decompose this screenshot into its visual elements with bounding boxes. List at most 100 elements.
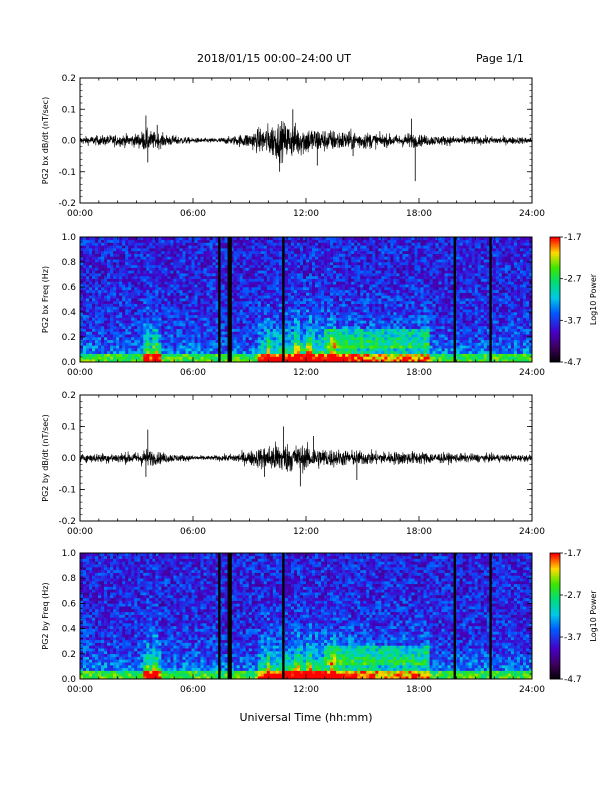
p2-cell xyxy=(284,317,289,321)
p2-cell xyxy=(113,334,117,338)
p2-cell xyxy=(116,298,120,302)
p2-cell xyxy=(215,331,219,335)
p2-cell xyxy=(185,237,189,241)
p2-cell xyxy=(393,262,397,266)
p2-cell xyxy=(263,239,268,243)
p2-cell xyxy=(224,300,228,304)
p2-cell xyxy=(143,289,147,293)
p2-cell xyxy=(390,359,394,363)
p2-cell xyxy=(269,267,274,271)
p2-cell xyxy=(242,323,247,327)
p2-cell xyxy=(375,309,379,313)
p2-cell xyxy=(272,309,277,313)
p2-cell xyxy=(146,317,150,321)
p2-cell xyxy=(345,275,349,279)
p2-cell xyxy=(381,259,385,263)
p2-cell xyxy=(387,270,391,274)
p2-cell xyxy=(203,348,207,352)
p2-cell xyxy=(351,275,355,279)
p2-cell xyxy=(296,334,301,338)
p2-cell xyxy=(372,287,376,291)
p2-cell xyxy=(92,348,96,352)
p2-cell xyxy=(339,253,343,257)
p2-cell xyxy=(266,339,271,343)
p2-cell xyxy=(269,337,274,341)
p2-cell xyxy=(179,323,183,327)
p2-cell xyxy=(312,345,316,349)
p2-cell xyxy=(251,259,256,263)
p2-cell xyxy=(197,248,201,252)
p2-cell xyxy=(330,300,334,304)
p2-cell xyxy=(185,350,189,354)
p2-cell xyxy=(197,339,201,343)
p2-cell xyxy=(369,273,373,277)
p2-cell xyxy=(239,287,244,291)
p2-cell xyxy=(321,287,325,291)
p2-cell xyxy=(272,337,277,341)
p2-cell xyxy=(387,328,391,332)
p2-cell xyxy=(236,278,240,282)
p2-cell xyxy=(242,325,247,329)
p2-cell xyxy=(149,356,153,360)
p2-cell xyxy=(203,300,207,304)
p2-cell xyxy=(86,239,90,243)
p2-cell xyxy=(345,350,349,354)
p2-cell xyxy=(354,331,358,335)
p1-xtick-label: 06:00 xyxy=(180,209,206,219)
p2-cell xyxy=(194,342,198,346)
p2-cell xyxy=(185,317,189,321)
p2-cell xyxy=(336,345,340,349)
p2-cell xyxy=(299,275,304,279)
p2-cell xyxy=(212,264,216,268)
p2-cell xyxy=(185,312,189,316)
p2-cell xyxy=(98,359,102,363)
p2-cell xyxy=(254,292,259,296)
p2-cell xyxy=(212,239,216,243)
p2-cell xyxy=(164,262,168,266)
p2-cell xyxy=(149,259,153,263)
p2-cell xyxy=(197,284,201,288)
p2-cell xyxy=(393,345,397,349)
p2-cell xyxy=(345,342,349,346)
p2-cell xyxy=(83,342,87,346)
p2-cell xyxy=(197,281,201,285)
p2-cell xyxy=(176,284,180,288)
p2-cell xyxy=(224,348,228,352)
p2-cell xyxy=(387,320,391,324)
p2-cell xyxy=(137,300,141,304)
p2-cell xyxy=(194,314,198,318)
p2-cell xyxy=(194,312,198,316)
p2-cell xyxy=(107,359,111,363)
p2-cell xyxy=(333,289,337,293)
p2-cell xyxy=(215,339,219,343)
p2-cell xyxy=(98,273,102,277)
p2-cell xyxy=(137,281,141,285)
p2-cell xyxy=(92,339,96,343)
p2-cell xyxy=(98,259,102,263)
p2-cell xyxy=(110,303,114,307)
p2-cell xyxy=(221,317,225,321)
p2-cell xyxy=(179,331,183,335)
p2-cell xyxy=(242,317,247,321)
p2-cell xyxy=(363,359,367,363)
p2-cell xyxy=(348,259,352,263)
p2-cell xyxy=(278,239,283,243)
p2-cell xyxy=(212,292,216,296)
p2-cell xyxy=(98,298,102,302)
p2-cell xyxy=(266,264,271,268)
p2-cell xyxy=(315,339,319,343)
p2-cell xyxy=(116,353,120,357)
p2-cell xyxy=(299,306,304,310)
p2-cell xyxy=(86,256,90,260)
p2-cell xyxy=(206,262,210,266)
p2-cell xyxy=(402,334,406,338)
p2-cell xyxy=(110,309,114,313)
p2-cell xyxy=(134,353,138,357)
p2-cell xyxy=(236,314,240,318)
p2-cell xyxy=(321,245,325,249)
p2-cell xyxy=(290,278,295,282)
p2-cell xyxy=(191,259,195,263)
p2-cell xyxy=(134,281,138,285)
p2-cell xyxy=(98,334,102,338)
p2-cell xyxy=(89,303,93,307)
